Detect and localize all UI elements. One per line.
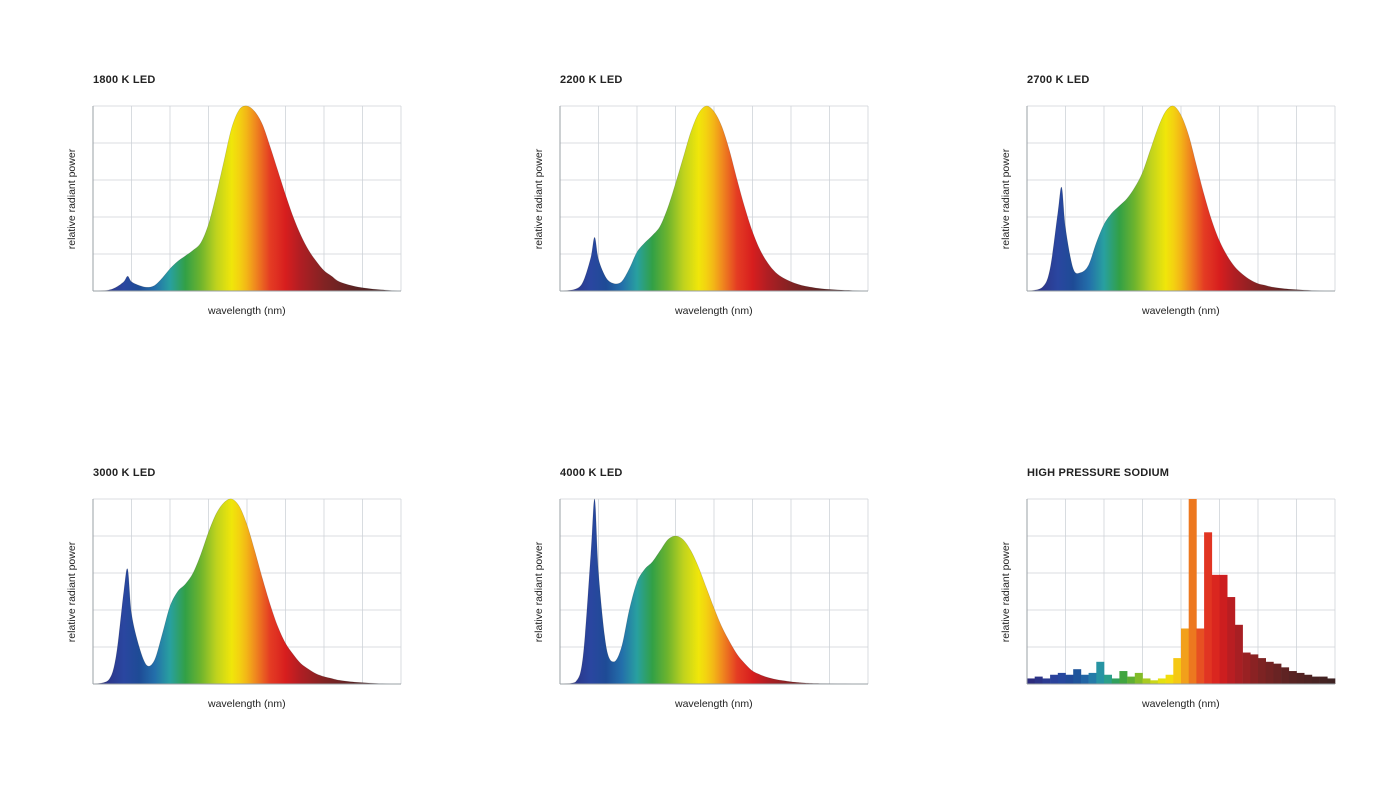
spectrum-bar xyxy=(1111,678,1120,684)
spectrum-bar xyxy=(1242,652,1251,684)
spectrum-curve xyxy=(92,105,402,292)
spectrum-bar xyxy=(1288,671,1297,684)
spectrum-plot xyxy=(1026,105,1336,292)
spectrum-area xyxy=(93,498,401,684)
spectrum-bar xyxy=(1173,658,1182,684)
spectrum-bar xyxy=(1119,671,1128,684)
chart-panel-4000k: 4000 K LED relative radiant power waveleng… xyxy=(533,467,890,737)
spectrum-bar xyxy=(1258,658,1266,684)
spectrum-bar xyxy=(1134,672,1143,684)
spectrum-bar xyxy=(1327,678,1336,684)
chart-panel-1800k: 1800 K LED relative radiant power waveleng… xyxy=(66,74,423,344)
spectrum-bar xyxy=(1142,678,1151,684)
spectrum-bar xyxy=(1181,628,1189,684)
spectrum-bar xyxy=(1165,674,1174,684)
chart-panel-hps: HIGH PRESSURE SODIUM relative radiant pow… xyxy=(1000,467,1357,737)
y-axis-label: relative radiant power xyxy=(1000,148,1013,249)
x-axis-label: wavelength (nm) xyxy=(208,698,286,710)
spectrum-bar xyxy=(1104,674,1112,684)
chart-title: 1800 K LED xyxy=(93,74,156,86)
spectrum-plot xyxy=(559,498,869,685)
spectrum-bar xyxy=(1204,532,1213,684)
chart-title: 3000 K LED xyxy=(93,467,156,479)
spectrum-curve xyxy=(1026,105,1336,292)
chart-title: 2700 K LED xyxy=(1027,74,1090,86)
spectrum-bar xyxy=(1080,674,1089,684)
y-axis-label: relative radiant power xyxy=(66,148,79,249)
y-axis-label: relative radiant power xyxy=(66,541,79,642)
spectrum-curve xyxy=(559,105,869,292)
spectrum-bar xyxy=(1227,597,1236,684)
spectrum-area xyxy=(560,498,868,684)
x-axis-label: wavelength (nm) xyxy=(1142,305,1220,317)
spectrum-bar xyxy=(1265,661,1274,684)
spectrum-bar xyxy=(1073,669,1082,684)
spectrum-bar xyxy=(1250,654,1259,684)
spectrum-area xyxy=(560,105,868,292)
spectrum-plot xyxy=(559,105,869,292)
spectrum-bar xyxy=(1088,672,1097,684)
spectrum-bar xyxy=(1188,499,1197,684)
chart-panel-3000k: 3000 K LED relative radiant power waveleng… xyxy=(66,467,423,737)
spectrum-bar xyxy=(1042,678,1051,684)
x-axis-label: wavelength (nm) xyxy=(208,305,286,317)
spectrum-bar xyxy=(1234,624,1243,684)
chart-title: 2200 K LED xyxy=(560,74,623,86)
spectrum-curve xyxy=(92,498,402,685)
spectrum-bar xyxy=(1311,676,1320,684)
chart-panel-2200k: 2200 K LED relative radiant power waveleng… xyxy=(533,74,890,344)
spectrum-bar xyxy=(1157,678,1166,684)
spectrum-plot xyxy=(92,105,402,292)
spectrum-plot xyxy=(1026,498,1336,685)
spectrum-bar xyxy=(1196,628,1205,684)
spectrum-bar xyxy=(1296,672,1305,684)
chart-title: HIGH PRESSURE SODIUM xyxy=(1027,467,1170,479)
spectrum-area xyxy=(93,105,401,292)
chart-panel-2700k: 2700 K LED relative radiant power waveleng… xyxy=(1000,74,1357,344)
spectrum-curve xyxy=(559,498,869,685)
spectrum-bar xyxy=(1150,680,1159,684)
spectrum-bar xyxy=(1273,663,1282,684)
spectrum-plot xyxy=(92,498,402,685)
spectrum-bar xyxy=(1211,574,1220,684)
x-axis-label: wavelength (nm) xyxy=(675,698,753,710)
spectrum-bar xyxy=(1127,676,1136,684)
x-axis-label: wavelength (nm) xyxy=(675,305,753,317)
bars xyxy=(1027,499,1336,684)
y-axis-label: relative radiant power xyxy=(1000,541,1013,642)
spectrum-bar xyxy=(1057,672,1066,684)
spectrum-bar xyxy=(1050,674,1059,684)
chart-title: 4000 K LED xyxy=(560,467,623,479)
spectrum-bar xyxy=(1219,574,1228,684)
spectrum-bar xyxy=(1065,674,1074,684)
spectrum-bar xyxy=(1281,667,1290,684)
y-axis-label: relative radiant power xyxy=(533,541,546,642)
spectrum-bar xyxy=(1027,678,1035,684)
spectrum-area xyxy=(1027,105,1335,291)
y-axis-label: relative radiant power xyxy=(533,148,546,249)
spectrum-bar xyxy=(1304,674,1313,684)
spectrum-bar xyxy=(1096,661,1105,684)
spectrum-bar xyxy=(1319,676,1328,684)
x-axis-label: wavelength (nm) xyxy=(1142,698,1220,710)
spectrum-bar xyxy=(1034,676,1043,684)
